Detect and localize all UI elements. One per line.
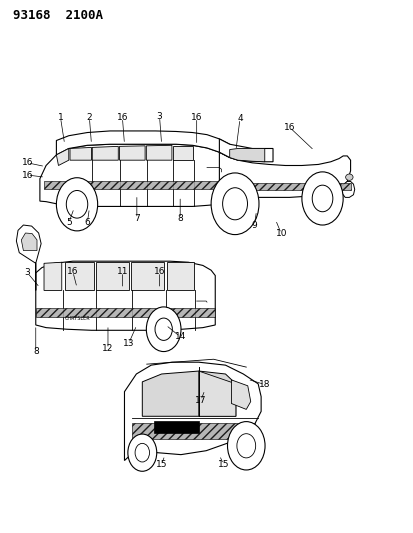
Circle shape xyxy=(227,422,264,470)
Polygon shape xyxy=(142,371,235,416)
Circle shape xyxy=(66,190,88,218)
Text: 3: 3 xyxy=(25,269,30,277)
Text: 8: 8 xyxy=(177,214,183,223)
Text: 16: 16 xyxy=(190,113,202,122)
Polygon shape xyxy=(44,262,62,290)
Circle shape xyxy=(222,188,247,220)
Text: 11: 11 xyxy=(116,268,128,276)
Polygon shape xyxy=(70,148,91,160)
Text: 15: 15 xyxy=(217,460,229,469)
Text: 12: 12 xyxy=(102,344,114,353)
Text: 16: 16 xyxy=(153,268,165,276)
Polygon shape xyxy=(36,261,215,330)
Text: 2: 2 xyxy=(86,113,92,122)
Circle shape xyxy=(56,177,97,231)
Circle shape xyxy=(154,318,172,341)
Polygon shape xyxy=(166,262,193,290)
Polygon shape xyxy=(17,225,41,290)
Text: 16: 16 xyxy=(22,171,33,180)
Text: 6: 6 xyxy=(84,219,90,228)
Circle shape xyxy=(135,443,149,462)
Polygon shape xyxy=(119,146,145,160)
Polygon shape xyxy=(92,147,118,160)
Polygon shape xyxy=(44,181,247,189)
Polygon shape xyxy=(229,149,264,162)
Polygon shape xyxy=(219,152,350,204)
Polygon shape xyxy=(219,139,272,162)
Circle shape xyxy=(211,173,259,235)
Text: 10: 10 xyxy=(275,229,286,238)
Text: 14: 14 xyxy=(174,332,185,341)
Text: 17: 17 xyxy=(195,396,206,405)
Text: 93168  2100A: 93168 2100A xyxy=(13,9,103,22)
Polygon shape xyxy=(154,421,198,433)
Text: 15: 15 xyxy=(155,460,167,469)
Polygon shape xyxy=(247,182,350,190)
Polygon shape xyxy=(56,149,69,165)
Text: CHRYSLER: CHRYSLER xyxy=(64,316,90,321)
Text: 4: 4 xyxy=(237,114,242,123)
Text: 1: 1 xyxy=(57,113,63,122)
Circle shape xyxy=(311,185,332,212)
Text: 16: 16 xyxy=(22,158,33,167)
Polygon shape xyxy=(132,423,254,439)
Text: 13: 13 xyxy=(123,339,134,348)
Text: 16: 16 xyxy=(283,123,294,132)
Circle shape xyxy=(301,172,342,225)
Text: 16: 16 xyxy=(67,268,78,276)
Ellipse shape xyxy=(345,174,352,180)
Circle shape xyxy=(146,307,180,352)
Polygon shape xyxy=(21,233,37,251)
Text: 8: 8 xyxy=(33,347,38,356)
Polygon shape xyxy=(40,144,248,206)
Polygon shape xyxy=(231,380,250,409)
Text: 9: 9 xyxy=(251,221,257,230)
Polygon shape xyxy=(56,131,229,158)
Text: 5: 5 xyxy=(66,219,71,228)
Text: 7: 7 xyxy=(134,214,140,223)
Polygon shape xyxy=(173,146,192,160)
Text: 18: 18 xyxy=(259,380,270,389)
Text: 3: 3 xyxy=(156,112,162,121)
Polygon shape xyxy=(124,362,261,461)
Polygon shape xyxy=(198,371,235,416)
Circle shape xyxy=(236,434,255,458)
Polygon shape xyxy=(338,181,354,197)
Polygon shape xyxy=(146,146,171,160)
Text: 16: 16 xyxy=(116,113,128,122)
Circle shape xyxy=(128,434,157,471)
Polygon shape xyxy=(131,262,163,290)
Polygon shape xyxy=(64,262,93,290)
Polygon shape xyxy=(36,308,215,317)
Polygon shape xyxy=(96,262,128,290)
